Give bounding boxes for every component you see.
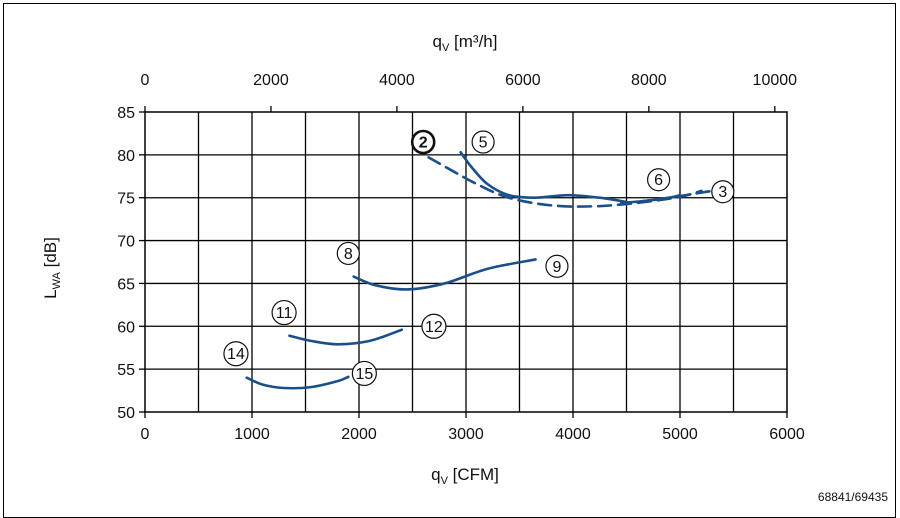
curve-12	[288, 328, 404, 346]
curve-label-circle	[646, 168, 671, 192]
x-tick-label: 0	[141, 426, 150, 443]
curve-label-3: 3	[711, 180, 735, 204]
x-tick-label: 6000	[769, 426, 805, 443]
curve-label-14: 14	[223, 341, 249, 367]
x2-tick-label: 10000	[753, 72, 798, 89]
curve-label-text: 9	[552, 259, 561, 276]
curve-label-text: 2	[419, 135, 428, 152]
curve-label-circle	[545, 254, 569, 278]
curve-label-circle	[351, 360, 377, 387]
bottom-axis-title: qV [CFM]	[431, 465, 499, 487]
x-tick-label: 1000	[234, 426, 270, 443]
curve-9	[352, 258, 537, 291]
y-tick-label: 75	[117, 191, 135, 208]
curve-label-8: 8	[336, 241, 360, 266]
curve-label-circle	[410, 129, 436, 155]
y-tick-label: 50	[117, 405, 135, 422]
y-axis-title: LWA [dB]	[41, 237, 63, 299]
curve-15	[245, 375, 350, 390]
curve-label-text: 8	[344, 246, 353, 263]
curve-labels: 2 5 6 3 8 9 11 12 14 15	[223, 129, 735, 387]
y-tick-label: 60	[117, 319, 135, 336]
x2-tick-label: 0	[141, 72, 150, 89]
curve-label-text: 15	[355, 366, 373, 383]
x2-tick-label: 2000	[253, 72, 289, 89]
top-axis-title: qV [m³/h]	[433, 32, 498, 54]
y-tick-label: 65	[117, 276, 135, 293]
curve-label-circle	[421, 313, 447, 339]
curve-label-text: 12	[425, 319, 443, 336]
curve-label-circle	[711, 180, 735, 204]
x2-tick-label: 6000	[505, 72, 541, 89]
curve-label-circle	[471, 130, 495, 154]
curve-label-text: 5	[479, 135, 488, 152]
y-tick-label: 80	[117, 148, 135, 165]
y-tick-label: 85	[117, 105, 135, 122]
x-tick-label: 4000	[555, 426, 591, 443]
curve-label-text: 11	[276, 305, 293, 322]
curve-label-6: 6	[646, 168, 671, 192]
curve-label-5: 5	[471, 130, 495, 154]
curve-label-11: 11	[271, 299, 297, 326]
curve-label-9: 9	[545, 254, 569, 278]
curve-label-2: 2	[410, 129, 436, 155]
curve-label-circle	[336, 241, 360, 266]
curves	[245, 150, 714, 390]
y-tick-label: 70	[117, 234, 135, 251]
curve-label-circle	[223, 341, 249, 367]
curve-5	[459, 150, 628, 204]
curve-6	[619, 193, 682, 205]
x-tick-label: 2000	[341, 426, 377, 443]
curve-label-text: 14	[227, 346, 245, 363]
y-tick-label: 55	[117, 362, 135, 379]
tick-labels: 0 1000 2000 3000 4000 5000 6000 0 2000 4000 6000 80…	[117, 72, 805, 443]
curve-label-15: 15	[351, 360, 377, 387]
curve-label-text: 3	[718, 184, 727, 201]
curve-3	[635, 189, 714, 204]
curve-label-12: 12	[421, 313, 447, 339]
figure-reference: 68841/69435	[817, 490, 888, 504]
curve-label-circle	[271, 299, 297, 326]
x2-tick-label: 4000	[379, 72, 415, 89]
grid	[145, 112, 787, 412]
x-tick-label: 5000	[662, 426, 698, 443]
curve-label-text: 6	[654, 172, 663, 189]
x2-tick-label: 8000	[631, 72, 667, 89]
x-tick-label: 3000	[448, 426, 484, 443]
